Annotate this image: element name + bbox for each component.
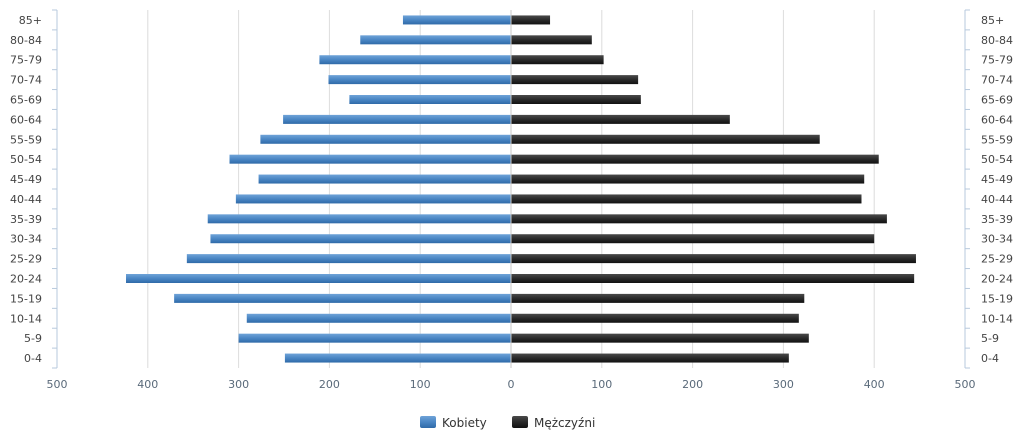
age-group-label-left: 35-39 xyxy=(10,213,42,226)
legend-swatch xyxy=(420,416,436,428)
legend[interactable]: Kobiety Mężczyźni xyxy=(420,416,595,430)
bar-mezczyzni xyxy=(511,313,799,323)
bar-mezczyzni xyxy=(511,274,915,283)
age-group-label-left: 25-29 xyxy=(10,253,42,266)
age-group-label-left: 20-24 xyxy=(10,273,42,286)
axes: 500 400 300 200 100 0 100 200 300 400 500 0-4 0-4 5-9… xyxy=(10,9,1013,391)
age-group-label-left: 75-79 xyxy=(10,54,42,67)
bar-mezczyzni xyxy=(511,35,592,45)
bar-kobiety xyxy=(210,234,511,244)
age-group-label-right: 75-79 xyxy=(981,54,1013,67)
bar-mezczyzni xyxy=(511,254,916,264)
bar-kobiety xyxy=(207,214,511,224)
age-group-label-left: 70-74 xyxy=(10,74,42,87)
bar-kobiety xyxy=(246,313,511,323)
x-tick-label: 300 xyxy=(773,378,794,391)
bar-kobiety xyxy=(258,174,511,184)
age-group-label-left: 5-9 xyxy=(24,332,42,345)
bar-mezczyzni xyxy=(511,55,604,65)
bar-kobiety xyxy=(328,75,511,85)
x-tick-label: 100 xyxy=(410,378,431,391)
age-group-label-left: 85+ xyxy=(19,14,42,27)
age-group-label-right: 10-14 xyxy=(981,312,1013,325)
age-group-label-left: 15-19 xyxy=(10,292,42,305)
bar-mezczyzni xyxy=(511,134,820,144)
x-tick-label: 0 xyxy=(508,378,515,391)
bar-mezczyzni xyxy=(511,174,865,184)
age-group-label-right: 40-44 xyxy=(981,193,1013,206)
age-group-label-left: 65-69 xyxy=(10,94,42,107)
bar-kobiety xyxy=(402,15,511,25)
bar-mezczyzni xyxy=(511,234,875,244)
bar-kobiety xyxy=(360,35,511,45)
x-tick-label: 300 xyxy=(228,378,249,391)
legend-item[interactable]: Kobiety xyxy=(420,416,487,430)
age-group-label-left: 60-64 xyxy=(10,113,42,126)
bar-mezczyzni xyxy=(511,154,879,164)
age-group-label-left: 0-4 xyxy=(24,352,42,365)
bar-mezczyzni xyxy=(511,333,809,343)
bar-kobiety xyxy=(349,95,511,104)
bar-kobiety xyxy=(174,293,511,303)
age-group-label-right: 30-34 xyxy=(981,233,1013,246)
x-tick-label: 200 xyxy=(682,378,703,391)
bar-mezczyzni xyxy=(511,214,887,224)
legend-item[interactable]: Mężczyźni xyxy=(512,416,595,430)
age-group-label-right: 85+ xyxy=(981,14,1004,27)
bar-kobiety xyxy=(229,154,511,164)
age-group-label-left: 55-59 xyxy=(10,133,42,146)
age-group-label-left: 40-44 xyxy=(10,193,42,206)
age-group-label-right: 55-59 xyxy=(981,133,1013,146)
x-tick-label: 400 xyxy=(864,378,885,391)
bar-kobiety xyxy=(283,114,511,124)
age-group-label-right: 60-64 xyxy=(981,113,1013,126)
bar-kobiety xyxy=(319,55,511,65)
bar-mezczyzni xyxy=(511,95,641,104)
age-group-label-right: 0-4 xyxy=(981,352,999,365)
bar-mezczyzni xyxy=(511,194,862,204)
bar-mezczyzni xyxy=(511,353,789,363)
age-group-label-right: 25-29 xyxy=(981,253,1013,266)
x-tick-label: 400 xyxy=(137,378,158,391)
bar-mezczyzni xyxy=(511,293,805,303)
age-group-label-right: 45-49 xyxy=(981,173,1013,186)
x-tick-label: 500 xyxy=(955,378,976,391)
age-group-label-left: 80-84 xyxy=(10,34,42,47)
age-group-label-right: 80-84 xyxy=(981,34,1013,47)
bar-kobiety xyxy=(284,353,511,363)
bar-mezczyzni xyxy=(511,75,639,85)
age-group-label-right: 70-74 xyxy=(981,74,1013,87)
age-group-label-right: 65-69 xyxy=(981,94,1013,107)
bars xyxy=(126,15,916,363)
legend-swatch xyxy=(512,416,528,428)
x-tick-label: 200 xyxy=(319,378,340,391)
age-group-label-right: 5-9 xyxy=(981,332,999,345)
age-group-label-right: 35-39 xyxy=(981,213,1013,226)
age-group-label-left: 10-14 xyxy=(10,312,42,325)
age-group-label-left: 30-34 xyxy=(10,233,42,246)
bar-kobiety xyxy=(235,194,511,204)
bar-kobiety xyxy=(238,333,511,343)
legend-label: Mężczyźni xyxy=(534,416,595,430)
age-group-label-right: 50-54 xyxy=(981,153,1013,166)
age-group-label-right: 20-24 xyxy=(981,273,1013,286)
bar-kobiety xyxy=(186,254,511,264)
age-group-label-left: 45-49 xyxy=(10,173,42,186)
x-tick-label: 100 xyxy=(591,378,612,391)
x-tick-label: 500 xyxy=(47,378,68,391)
age-group-label-left: 50-54 xyxy=(10,153,42,166)
age-group-label-right: 15-19 xyxy=(981,292,1013,305)
bar-mezczyzni xyxy=(511,15,551,25)
bar-kobiety xyxy=(260,134,511,144)
bar-kobiety xyxy=(126,274,512,283)
legend-label: Kobiety xyxy=(442,416,487,430)
bar-mezczyzni xyxy=(511,114,730,124)
